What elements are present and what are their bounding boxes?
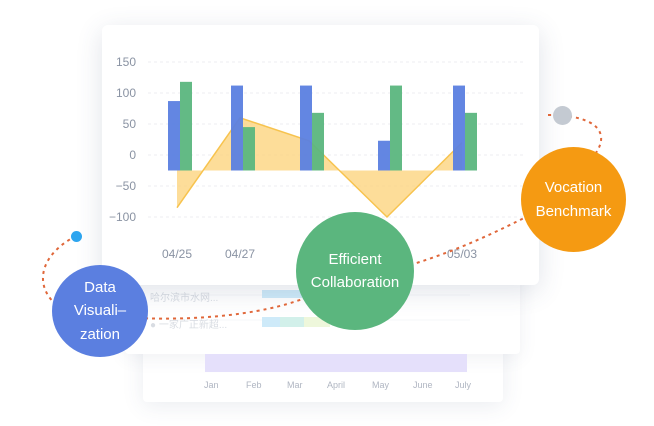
month-label: Jan xyxy=(204,380,219,390)
bar xyxy=(390,85,402,171)
bar xyxy=(453,85,465,171)
dashed-connector xyxy=(409,214,531,266)
faded-month-bar xyxy=(205,354,467,372)
bar xyxy=(180,81,192,171)
bar xyxy=(231,85,243,171)
y-tick-label: 50 xyxy=(123,117,137,131)
x-tick-label: 04/27 xyxy=(225,247,255,261)
y-tick-label: 0 xyxy=(129,148,136,162)
faded-bar xyxy=(304,317,330,327)
y-tick-label: 100 xyxy=(116,86,136,100)
x-tick-label: 05/03 xyxy=(447,247,477,261)
faded-bar xyxy=(280,317,304,327)
month-label: July xyxy=(455,380,472,390)
faded-bar xyxy=(262,317,280,327)
bar xyxy=(378,140,390,171)
dashed-connector xyxy=(137,289,321,320)
month-label: June xyxy=(413,380,433,390)
bar xyxy=(168,101,180,171)
bar xyxy=(243,127,255,171)
faded-row-label: 哈尔滨市水网... xyxy=(150,293,219,304)
month-label: Feb xyxy=(246,380,262,390)
gray-dot xyxy=(553,106,572,125)
month-label: May xyxy=(372,380,390,390)
y-tick-label: −50 xyxy=(116,179,137,193)
vocation-benchmark-bubble: Vocation Benchmark xyxy=(521,147,626,252)
bar xyxy=(300,85,312,171)
data-visualization-bubble: Data Visuali– zation xyxy=(52,265,148,357)
blue-dot xyxy=(71,231,82,242)
month-label: April xyxy=(327,380,346,390)
faded-row-label: ● 一家广正新超... xyxy=(150,320,228,331)
efficient-collaboration-bubble: Efficient Collaboration xyxy=(296,212,414,330)
faded-bar xyxy=(262,290,302,298)
bar xyxy=(465,112,477,171)
y-tick-label: −100 xyxy=(109,210,136,224)
y-tick-label: 150 xyxy=(116,55,136,69)
month-label: Mar xyxy=(287,380,303,390)
bar xyxy=(312,112,324,171)
x-tick-label: 04/25 xyxy=(162,247,192,261)
